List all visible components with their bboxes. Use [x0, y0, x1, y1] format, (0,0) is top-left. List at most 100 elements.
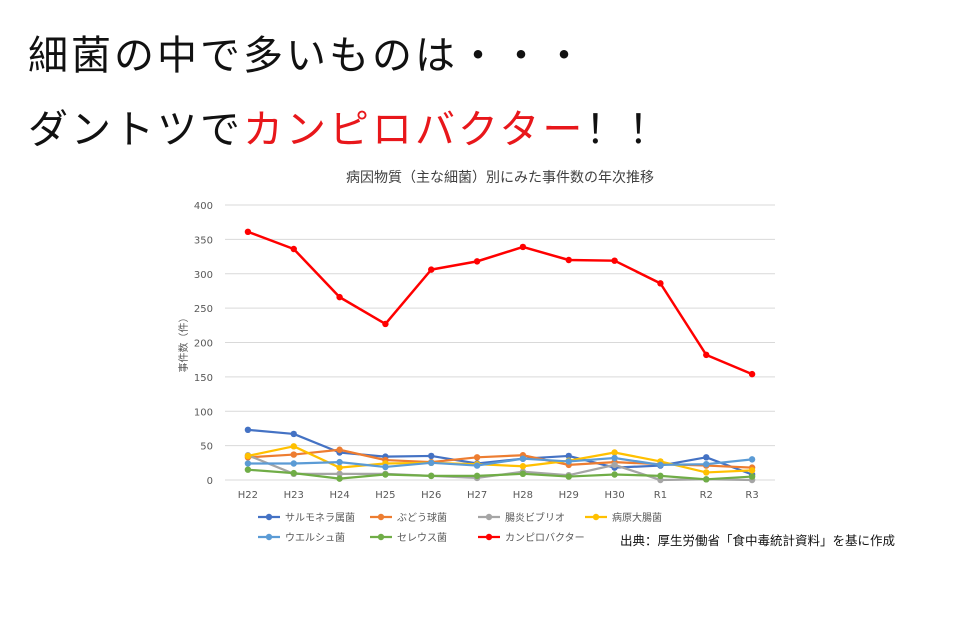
x-tick-label: H30: [604, 490, 624, 501]
data-point: [565, 473, 572, 480]
source-note: 出典：厚生労働省「食中毒統計資料」を基に作成: [620, 533, 896, 548]
legend-swatch-marker: [592, 513, 600, 521]
legend-label: セレウス菌: [397, 532, 447, 544]
legend-swatch-marker: [265, 513, 273, 521]
x-tick-label: H28: [513, 490, 533, 501]
data-point: [748, 473, 756, 480]
headline-prefix: ダントツで: [28, 107, 243, 153]
data-point: [611, 257, 618, 264]
data-point: [290, 469, 297, 477]
legend-label: ウエルシュ菌: [285, 532, 345, 544]
data-point: [473, 462, 481, 469]
legend-swatch-marker: [485, 533, 493, 541]
data-point: [703, 351, 710, 359]
series-line-5: [247, 468, 753, 481]
y-tick-label: 0: [207, 476, 213, 487]
data-point: [703, 460, 710, 468]
data-point: [657, 280, 664, 287]
y-tick-label: 50: [200, 442, 213, 453]
y-tick-label: 250: [194, 304, 213, 315]
data-point: [336, 475, 343, 482]
data-point: [382, 320, 389, 328]
data-point: [428, 459, 435, 467]
data-point: [336, 446, 343, 453]
legend-label: 病原大腸菌: [612, 511, 662, 524]
data-point: [428, 266, 435, 273]
data-point: [290, 430, 297, 438]
data-point: [473, 258, 481, 265]
data-point: [703, 476, 710, 483]
data-point: [290, 245, 297, 253]
data-point: [565, 452, 572, 460]
data-point: [336, 293, 343, 301]
data-point: [519, 463, 527, 470]
legend-swatch-marker: [377, 533, 385, 541]
data-point: [748, 370, 756, 378]
data-point: [519, 470, 527, 478]
y-tick-label: 150: [194, 373, 213, 384]
series-line-4: [247, 456, 753, 469]
x-tick-label: H27: [467, 490, 487, 501]
data-point: [244, 452, 252, 460]
headline-highlight: カンピロバクター: [243, 107, 586, 153]
x-tick-label: H25: [375, 490, 395, 501]
data-point: [748, 456, 756, 463]
x-tick-label: H23: [284, 490, 304, 501]
x-tick-label: R2: [700, 490, 713, 501]
legend-label: カンピロバクター: [505, 532, 585, 544]
y-tick-label: 300: [194, 270, 213, 281]
series-line-6: [247, 230, 753, 376]
legend-label: ぶどう球菌: [397, 511, 447, 524]
data-point: [336, 470, 343, 478]
data-point: [244, 228, 252, 236]
y-tick-label: 350: [194, 235, 213, 246]
data-point: [748, 467, 756, 474]
legend-label: サルモネラ属菌: [285, 512, 355, 524]
data-point: [473, 454, 481, 461]
chart-area: 病因物質（主な細菌）別にみた事件数の年次推移 0 50 100 150 200 250 300…: [0, 160, 980, 613]
x-tick-label: H22: [238, 490, 258, 501]
data-point: [244, 426, 252, 434]
x-tick-label: R3: [745, 490, 758, 501]
headline-line2: ダントツでカンピロバクター！！: [28, 102, 671, 158]
x-tick-label: H29: [559, 490, 579, 501]
data-point: [611, 449, 618, 456]
headline-line1: 細菌の中で多いものは・・・: [28, 33, 587, 79]
y-axis-label: 事件数（件）: [177, 313, 190, 373]
data-point: [290, 443, 297, 450]
legend-swatch-marker: [377, 513, 385, 521]
data-point: [336, 464, 343, 471]
data-point: [244, 466, 252, 473]
data-point: [519, 243, 527, 251]
data-point: [382, 471, 389, 478]
legend-swatch-marker: [485, 513, 493, 521]
data-point: [611, 454, 618, 462]
data-point: [611, 471, 618, 478]
line-chart: 病因物質（主な細菌）別にみた事件数の年次推移 0 50 100 150 200 250 300…: [177, 170, 775, 544]
y-tick-label: 100: [194, 407, 213, 418]
chart-title: 病因物質（主な細菌）別にみた事件数の年次推移: [346, 170, 654, 186]
data-point: [703, 469, 710, 476]
x-tick-label: H26: [421, 490, 441, 501]
data-point: [611, 461, 618, 469]
legend-swatch-marker: [265, 533, 273, 541]
data-point: [565, 458, 572, 465]
data-point: [657, 472, 664, 480]
data-point: [336, 458, 343, 466]
series-line-3: [247, 445, 753, 474]
data-point: [703, 454, 710, 461]
data-point: [657, 461, 664, 469]
data-point: [473, 472, 481, 480]
data-point: [290, 451, 297, 458]
y-tick-label: 200: [194, 339, 213, 350]
data-point: [382, 463, 389, 471]
data-point: [565, 256, 572, 264]
data-point: [519, 455, 527, 462]
data-point: [244, 460, 252, 467]
data-point: [428, 472, 435, 480]
y-tick-label: 400: [194, 201, 213, 212]
x-tick-label: R1: [654, 490, 667, 501]
headline-suffix: ！！: [585, 107, 672, 153]
data-point: [290, 460, 297, 467]
data-point: [428, 452, 435, 460]
